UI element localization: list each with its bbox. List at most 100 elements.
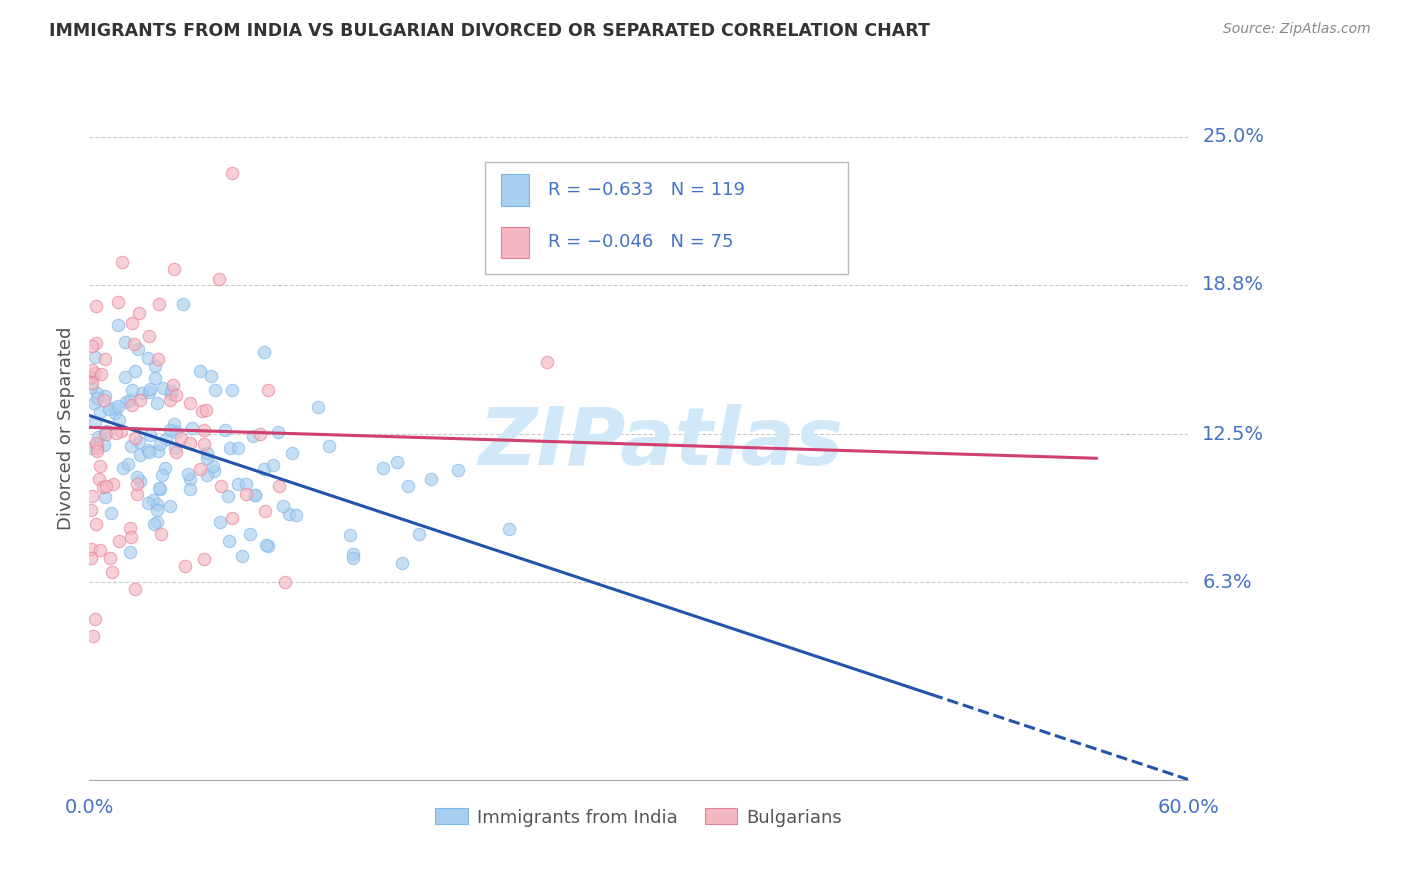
Point	[243, 488, 266, 502]
Point	[204, 383, 226, 397]
Point	[179, 471, 201, 485]
Point	[235, 477, 257, 491]
Point	[146, 515, 169, 529]
Point	[118, 544, 141, 558]
Point	[197, 446, 219, 460]
Point	[97, 401, 120, 416]
Point	[107, 400, 129, 414]
Point	[193, 552, 215, 566]
Point	[131, 386, 153, 401]
Point	[80, 541, 103, 556]
Point	[307, 401, 329, 415]
Point	[190, 404, 212, 418]
Bar	[502, 227, 529, 259]
Point	[408, 527, 430, 541]
Point	[124, 364, 146, 378]
Point	[84, 612, 107, 626]
Point	[195, 450, 218, 465]
Point	[165, 387, 187, 401]
Point	[86, 516, 108, 531]
Point	[498, 522, 520, 536]
Point	[149, 527, 172, 541]
Point	[124, 431, 146, 445]
Point	[89, 405, 111, 419]
Point	[101, 565, 124, 579]
Y-axis label: Divorced or Separated: Divorced or Separated	[58, 326, 75, 530]
Point	[208, 515, 231, 529]
Point	[342, 547, 364, 561]
Point	[125, 477, 148, 491]
Point	[80, 489, 103, 503]
Point	[90, 367, 112, 381]
Point	[159, 499, 181, 513]
Point	[209, 479, 232, 493]
Point	[83, 396, 105, 410]
Point	[146, 395, 169, 409]
Point	[80, 370, 103, 384]
Text: IMMIGRANTS FROM INDIA VS BULGARIAN DIVORCED OR SEPARATED CORRELATION CHART: IMMIGRANTS FROM INDIA VS BULGARIAN DIVOR…	[49, 22, 931, 40]
Point	[125, 470, 148, 484]
Point	[148, 482, 170, 496]
Text: 0.0%: 0.0%	[65, 798, 114, 817]
Point	[271, 499, 294, 513]
Point	[274, 574, 297, 589]
Point	[173, 558, 195, 573]
Point	[84, 299, 107, 313]
Point	[103, 476, 125, 491]
Bar	[502, 174, 529, 205]
Text: Source: ZipAtlas.com: Source: ZipAtlas.com	[1223, 22, 1371, 37]
Point	[82, 376, 104, 390]
Point	[159, 392, 181, 407]
Point	[93, 490, 115, 504]
Point	[139, 383, 162, 397]
Point	[221, 166, 243, 180]
Text: R = −0.046   N = 75: R = −0.046 N = 75	[548, 234, 734, 252]
Point	[342, 551, 364, 566]
Point	[318, 440, 340, 454]
Point	[170, 431, 193, 445]
Point	[120, 530, 142, 544]
Point	[115, 395, 138, 409]
Point	[166, 425, 188, 439]
Point	[82, 629, 104, 643]
Point	[121, 316, 143, 330]
Point	[103, 401, 125, 416]
Point	[80, 502, 103, 516]
Point	[146, 503, 169, 517]
Point	[89, 542, 111, 557]
Point	[420, 472, 443, 486]
Point	[536, 354, 558, 368]
Point	[136, 496, 159, 510]
Point	[112, 460, 135, 475]
Point	[278, 507, 301, 521]
Point	[269, 479, 291, 493]
Point	[165, 445, 187, 459]
Point	[110, 424, 132, 438]
Point	[219, 441, 242, 455]
Point	[80, 380, 103, 394]
Point	[249, 426, 271, 441]
Point	[128, 435, 150, 450]
Point	[218, 533, 240, 548]
Point	[114, 334, 136, 349]
Point	[100, 551, 122, 566]
Point	[188, 462, 211, 476]
Point	[93, 351, 115, 366]
Point	[285, 508, 308, 522]
Text: 6.3%: 6.3%	[1202, 573, 1251, 591]
Point	[150, 467, 173, 482]
Point	[221, 511, 243, 525]
Point	[87, 429, 110, 443]
Point	[84, 415, 107, 429]
Point	[122, 337, 145, 351]
Point	[96, 479, 118, 493]
Point	[127, 343, 149, 357]
Point	[118, 392, 141, 407]
Point	[138, 445, 160, 459]
Point	[373, 460, 395, 475]
Point	[280, 446, 302, 460]
Point	[111, 255, 134, 269]
Point	[138, 329, 160, 343]
Point	[86, 385, 108, 400]
Text: ZIPatlas: ZIPatlas	[478, 403, 844, 482]
